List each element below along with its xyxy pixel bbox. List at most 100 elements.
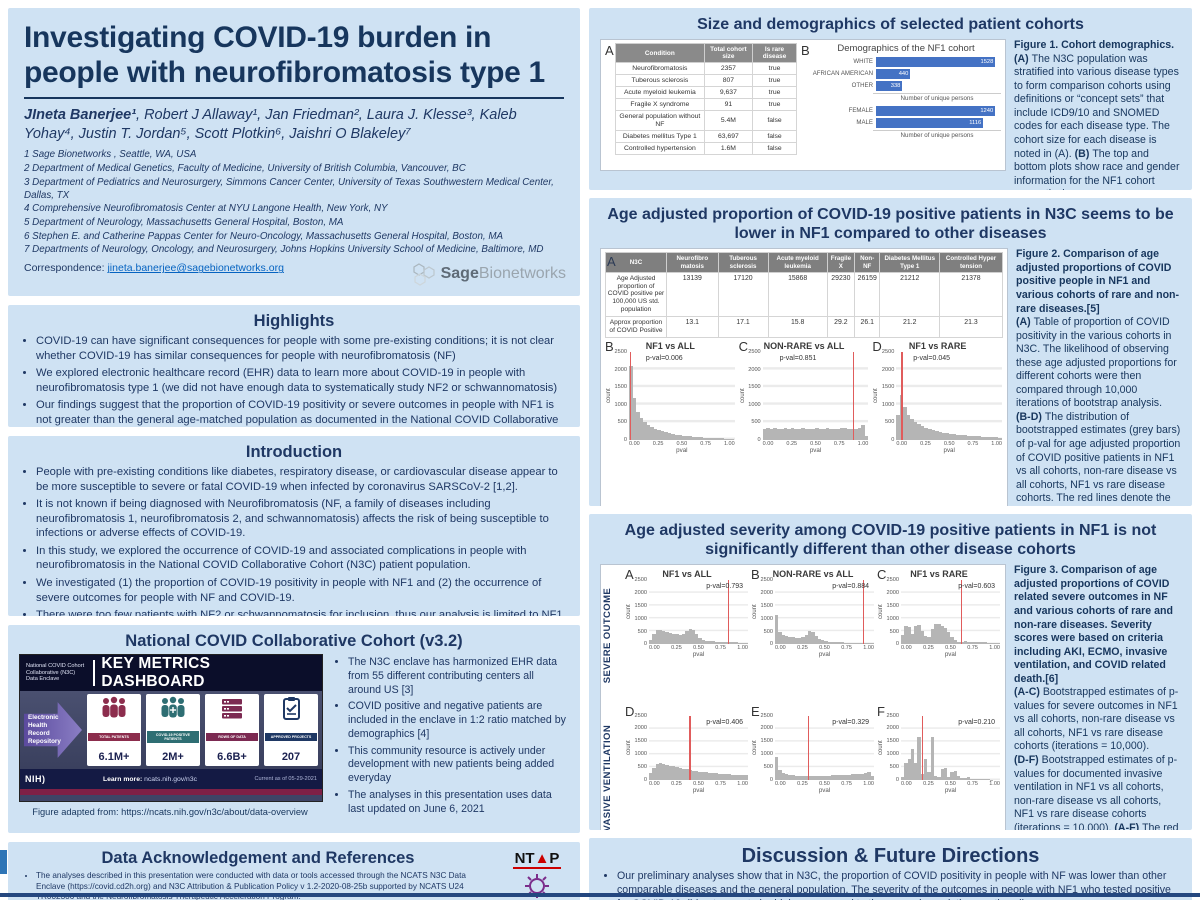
histogram-bar [821, 640, 825, 645]
caption-segment: (A-C) [1014, 686, 1043, 699]
dashboard-heading: KEY METRICS DASHBOARD [101, 655, 211, 690]
bar-track: 1528 [876, 57, 1001, 67]
axis-tick: 0.75 [700, 440, 711, 447]
figure3-plot-box: SEVERE OUTCOME A NF1 vs ALL count 0 500 1000… [600, 564, 1006, 830]
axis-tick: 0.50 [693, 645, 704, 652]
bar-group: WHITE 1528 AFRICAN AMERICAN 440 OTHER 338 Numb… [811, 57, 1001, 102]
histogram-bar [678, 435, 682, 440]
table-row: Approx proportion of COVID Positive 13.1 1… [605, 316, 1003, 338]
histogram-bar [860, 773, 865, 780]
correspondence-email-link[interactable]: jineta.banerjee@sagebionetworks.org [107, 262, 284, 275]
figure2-plot-box: A N3C Neurofibro matosis Tuberous sclerosi… [600, 248, 1008, 506]
panel-letter: B [605, 338, 614, 354]
metric-card-total-patients: TOTAL PATIENTS 6.1M+ [87, 694, 141, 766]
figure1-panel-b: B Demographics of the NF1 cohort WHITE 152… [801, 43, 1001, 167]
axis-tick: 1500 [886, 738, 899, 745]
histogram-bar [685, 631, 689, 645]
table-cell: 63,697 [703, 130, 754, 143]
histogram-bar [864, 773, 868, 780]
histogram-bar [652, 767, 656, 780]
axis-tick: 0.50 [945, 645, 956, 652]
chart-title: NON-RARE vs ALL [772, 569, 854, 580]
table-cell: 15868 [767, 271, 828, 318]
left-column: Investigating COVID-19 burden in people … [8, 8, 580, 900]
histogram-bar [727, 438, 731, 440]
histogram-bar [713, 438, 717, 440]
x-axis-ticks: 0.00 0.25 0.50 0.75 1.00 [649, 781, 748, 787]
bar-track: 338 [876, 81, 1001, 91]
figure2-caption: Figure 2. Comparison of age adjusted pro… [1016, 248, 1181, 506]
histogram-bar [986, 642, 991, 645]
dashboard-divider [93, 660, 96, 686]
histogram-bar [957, 776, 961, 780]
histogram-bar [963, 435, 967, 440]
histogram-bar [646, 424, 651, 440]
axis-tick: 0 [643, 641, 647, 648]
axis-tick: 1500 [760, 602, 773, 609]
axis-tick: 0.75 [967, 440, 979, 447]
histogram-bar [655, 764, 659, 780]
clipboard-check-icon [274, 696, 308, 722]
table-cell: 17120 [717, 271, 769, 318]
axis-tick: 0 [769, 776, 773, 783]
plot-area: p-val=0.006 [629, 351, 735, 440]
histogram-bar [691, 629, 696, 645]
histogram-vent-nf1-vs-all: count 0 500 1000 1500 2000 2500 p-val=0.406 0.00… [626, 706, 748, 794]
histogram-bar [706, 437, 710, 440]
pvalue-label: p-val=0.329 [832, 718, 869, 726]
chart-title: NF1 vs ALL [662, 569, 712, 580]
table-row: Controlled hypertension 1.6M false [615, 142, 797, 155]
histogram-bar [709, 437, 714, 440]
chart-title: NON-RARE vs ALL [763, 340, 845, 351]
histogram-bar [817, 638, 822, 645]
panel-letter: C [738, 338, 749, 354]
histogram-bar [798, 637, 802, 645]
histogram-bar [701, 772, 706, 780]
histogram-bar [910, 418, 914, 440]
axis-tick: 1.00 [857, 440, 869, 447]
table-header-cell: N3C [605, 252, 667, 273]
histogram-bar [705, 772, 709, 780]
histogram-bar [660, 431, 665, 440]
pvalue-label: p-val=0.006 [645, 354, 683, 362]
bar-row: WHITE 1528 [811, 57, 1001, 67]
histogram-bar [994, 437, 999, 440]
histogram-bar [937, 777, 941, 780]
histogram-bar [784, 635, 789, 645]
histogram-bar [649, 640, 653, 645]
table-cell: 2357 [703, 62, 754, 76]
axis-tick: 500 [637, 628, 647, 635]
histogram-bar [850, 774, 855, 780]
n3c-figure-caption: Figure adapted from: https://ncats.nih.g… [32, 807, 308, 817]
title-block: Investigating COVID-19 burden in people … [8, 8, 580, 296]
x-axis-ticks: 0.00 0.25 0.50 0.75 1.00 [775, 781, 874, 787]
x-axis-label: pval [943, 446, 955, 454]
table-cell: 15.8 [767, 316, 828, 338]
histogram-bar [674, 434, 679, 440]
histogram-bar [711, 773, 715, 780]
table-cell: false [752, 110, 797, 131]
table-cell: General population without NF [615, 110, 705, 131]
axis-tick: 0.50 [819, 780, 830, 787]
table-cell: 21.2 [879, 316, 941, 338]
table-header-cell: Controlled Hyper tension [939, 252, 1003, 273]
figure2-section: Age adjusted proportion of COVID-19 posi… [589, 198, 1192, 506]
pvalue-label: p-val=0.603 [958, 583, 995, 591]
axis-tick: 0.00 [901, 780, 912, 787]
axis-tick: 0.25 [923, 645, 934, 652]
pvalue-red-line [901, 351, 903, 440]
histogram-bar [655, 630, 659, 645]
histogram-bar [924, 427, 928, 440]
histogram-bar [993, 643, 997, 645]
axis-tick: 2000 [760, 725, 773, 732]
axis-tick: 500 [889, 763, 899, 770]
severe-outcome-row-label: SEVERE OUTCOME [602, 587, 613, 684]
axis-tick: 1000 [760, 751, 773, 757]
table-cell: Age Adjusted proportion of COVID positiv… [605, 271, 667, 318]
authors-line: JIneta Banerjee¹, Robert J Allaway¹, Jan… [24, 106, 564, 144]
figure2-panel-d: D NF1 vs RARE count 0 500 1000 1500 2000 2500 p-… [872, 339, 1003, 454]
data-table: N3C Neurofibro matosis Tuberous sclerosis A… [605, 252, 1003, 338]
y-axis-ticks: 0 500 1000 1500 2000 2500 [760, 577, 775, 647]
coauthors: , Robert J Allaway¹, Jan Friedman², Laur… [24, 106, 517, 142]
histogram-bar [788, 774, 792, 780]
